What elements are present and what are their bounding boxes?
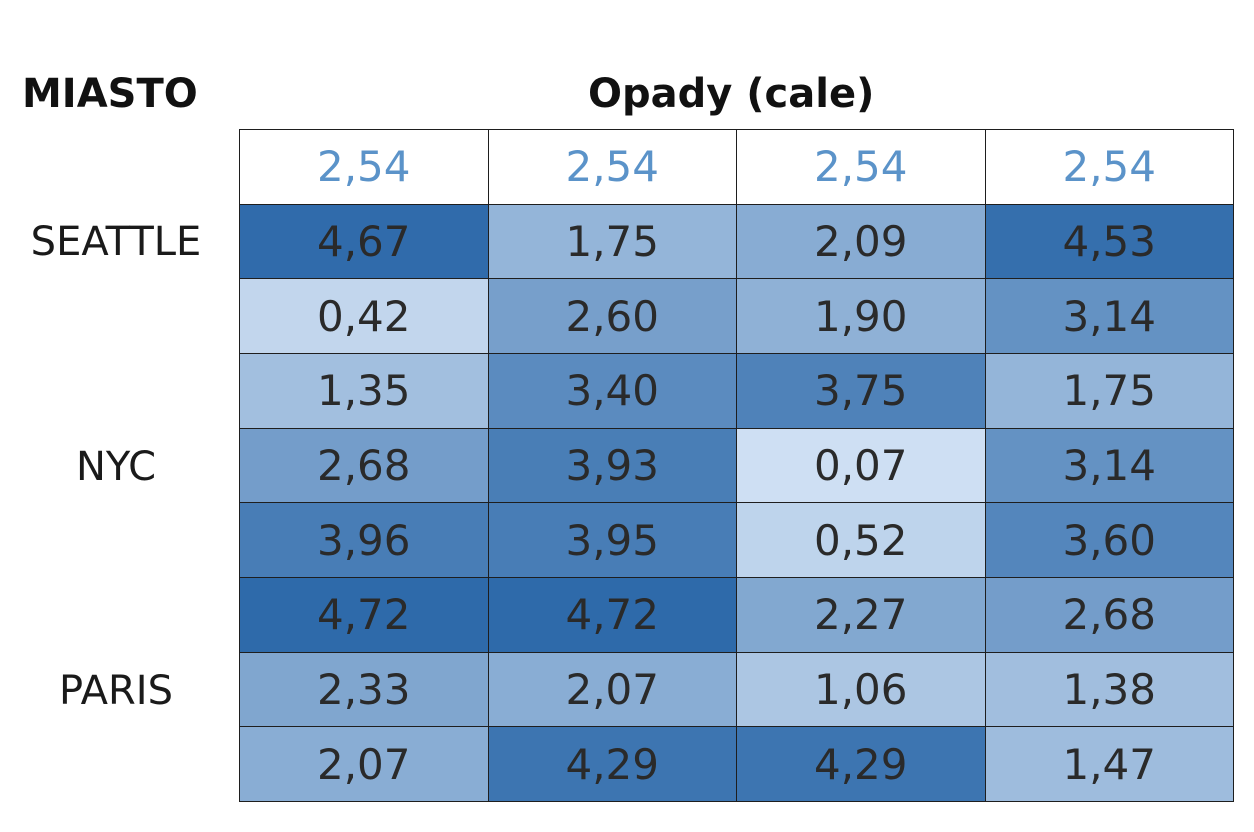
heatmap-row: 1,35 3,40 3,75 1,75 [239,352,1234,429]
heatmap-cell: 2,68 [984,576,1234,653]
city-label-seattle: SEATTLE [30,219,202,265]
heatmap-cell: 0,52 [736,502,986,578]
heatmap-cell: 4,72 [239,576,489,653]
reference-cell: 2,54 [487,129,737,205]
heatmap-row: 2,07 4,29 4,29 1,47 [239,726,1234,802]
heatmap-cell: 3,96 [239,502,489,578]
heatmap-row: 2,68 3,93 0,07 3,14 [239,427,1234,504]
heatmap-row: 0,42 2,60 1,90 3,14 [239,278,1234,354]
heatmap-cell: 2,68 [239,427,489,504]
precipitation-header: Opady (cale) [588,71,875,117]
heatmap-cell: 1,75 [984,352,1234,429]
reference-row: 2,54 2,54 2,54 2,54 [239,129,1234,205]
heatmap-cell: 2,60 [487,278,737,354]
heatmap-cell: 1,38 [984,651,1234,728]
reference-cell: 2,54 [736,129,986,205]
heatmap-cell: 3,40 [487,352,737,429]
reference-cell: 2,54 [984,129,1234,205]
heatmap-cell: 3,93 [487,427,737,504]
heatmap-row: 4,72 4,72 2,27 2,68 [239,576,1234,653]
heatmap-cell: 1,90 [736,278,986,354]
heatmap-cell: 3,95 [487,502,737,578]
heatmap-row: 4,67 1,75 2,09 4,53 [239,203,1234,280]
heatmap-cell: 0,42 [239,278,489,354]
city-column-header: MIASTO [22,71,198,117]
heatmap-cell: 2,09 [736,203,986,280]
heatmap-cell: 4,29 [736,726,986,802]
heatmap-cell: 1,06 [736,651,986,728]
city-label-nyc: NYC [75,444,157,490]
heatmap-cell: 3,14 [984,278,1234,354]
heatmap-cell: 1,47 [984,726,1234,802]
heatmap-cell: 2,33 [239,651,489,728]
heatmap-row: 3,96 3,95 0,52 3,60 [239,502,1234,578]
heatmap-cell: 0,07 [736,427,986,504]
heatmap-row: 2,33 2,07 1,06 1,38 [239,651,1234,728]
city-label-paris: PARIS [59,668,173,714]
heatmap-cell: 1,75 [487,203,737,280]
precipitation-heatmap: 2,54 2,54 2,54 2,54 4,67 1,75 2,09 4,53 0,42 2,60… [239,129,1234,802]
heatmap-cell: 4,72 [487,576,737,653]
heatmap-cell: 2,27 [736,576,986,653]
heatmap-cell: 4,53 [984,203,1234,280]
heatmap-cell: 3,14 [984,427,1234,504]
heatmap-cell: 1,35 [239,352,489,429]
heatmap-cell: 3,60 [984,502,1234,578]
heatmap-cell: 4,29 [487,726,737,802]
reference-cell: 2,54 [239,129,489,205]
heatmap-cell: 3,75 [736,352,986,429]
heatmap-cell: 2,07 [239,726,489,802]
heatmap-cell: 4,67 [239,203,489,280]
heatmap-cell: 2,07 [487,651,737,728]
